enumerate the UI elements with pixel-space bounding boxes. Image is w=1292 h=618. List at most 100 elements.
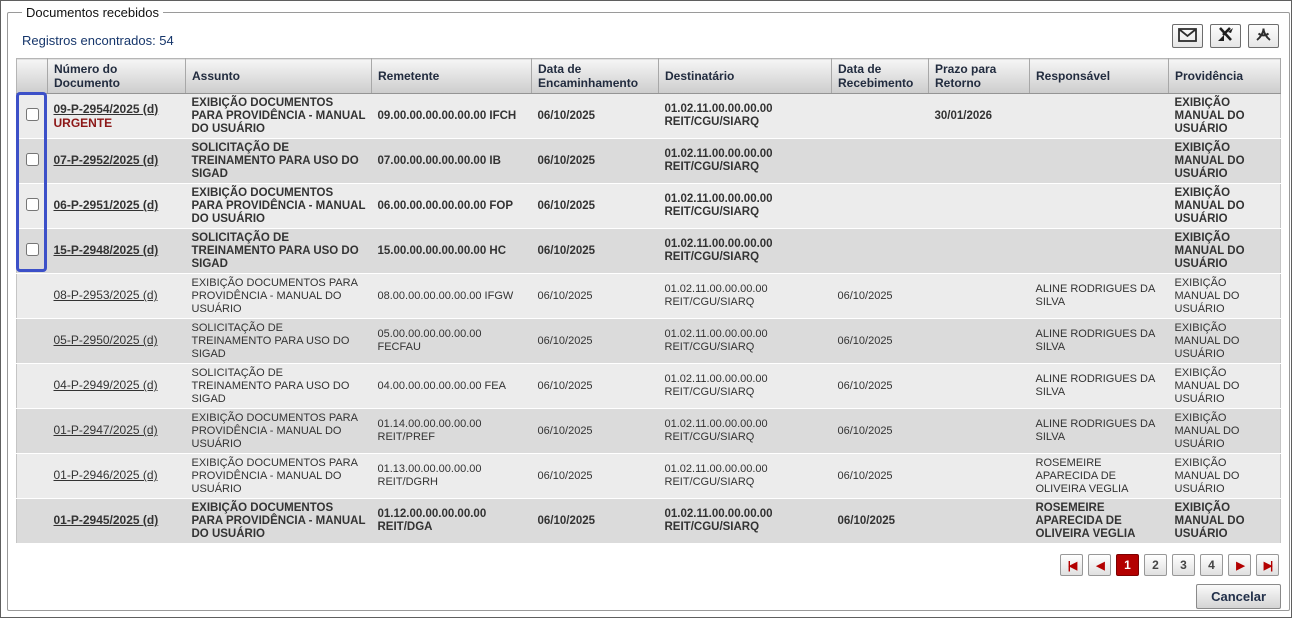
page-button-4[interactable]: 4 <box>1200 554 1223 576</box>
document-link[interactable]: 01-P-2945/2025 (d) <box>53 513 159 527</box>
panel-legend: Documentos recebidos <box>26 5 159 20</box>
previous-page-button[interactable]: ◀ <box>1088 554 1111 576</box>
responsible-cell: ALINE RODRIGUES DA SILVA <box>1029 273 1169 319</box>
subject-cell: EXIBIÇÃO DOCUMENTOS PARA PROVIDÊNCIA - M… <box>185 93 372 139</box>
first-page-button[interactable]: |◀ <box>1060 554 1083 576</box>
sender-cell: 06.00.00.00.00.00.00 FOP <box>371 183 532 229</box>
subject-cell: SOLICITAÇÃO DE TREINAMENTO PARA USO DO S… <box>185 228 372 274</box>
action-cell: EXIBIÇÃO MANUAL DO USUÁRIO <box>1168 363 1281 409</box>
table-row: 01-P-2946/2025 (d) EXIBIÇÃO DOCUMENTOS P… <box>16 453 1281 499</box>
pdf-export-button[interactable] <box>1248 24 1279 48</box>
sender-cell: 08.00.00.00.00.00.00 IFGW <box>371 273 532 319</box>
sender-cell: 05.00.00.00.00.00.00 FECFAU <box>371 318 532 364</box>
receipt-date-cell: 06/10/2025 <box>831 363 929 409</box>
subject-cell: SOLICITAÇÃO DE TREINAMENTO PARA USO DO S… <box>185 363 372 409</box>
table-row: 01-P-2945/2025 (d) EXIBIÇÃO DOCUMENTOS P… <box>16 498 1281 544</box>
receipt-date-cell: 06/10/2025 <box>831 453 929 499</box>
forward-date-cell: 06/10/2025 <box>531 498 659 544</box>
sender-cell: 09.00.00.00.00.00.00 IFCH <box>371 93 532 139</box>
receipt-date-cell: 06/10/2025 <box>831 498 929 544</box>
email-icon <box>1178 27 1197 45</box>
receipt-date-cell <box>831 93 929 139</box>
recipient-cell: 01.02.11.00.00.00.00 REIT/CGU/SIARQ <box>658 228 832 274</box>
table-row: 06-P-2951/2025 (d) EXIBIÇÃO DOCUMENTOS P… <box>16 183 1281 229</box>
row-checkbox[interactable] <box>25 152 39 166</box>
table-row: 05-P-2950/2025 (d) SOLICITAÇÃO DE TREINA… <box>16 318 1281 364</box>
forward-date-cell: 06/10/2025 <box>531 453 659 499</box>
recipient-cell: 01.02.11.00.00.00.00 REIT/CGU/SIARQ <box>658 93 832 139</box>
topbar: Registros encontrados: 54 <box>18 24 1279 48</box>
col-header-subject: Assunto <box>185 58 372 94</box>
action-cell: EXIBIÇÃO MANUAL DO USUÁRIO <box>1168 408 1281 454</box>
row-checkbox[interactable] <box>25 107 39 121</box>
table-body: 09-P-2954/2025 (d) URGENTE EXIBIÇÃO DOCU… <box>16 93 1281 544</box>
subject-cell: EXIBIÇÃO DOCUMENTOS PARA PROVIDÊNCIA - M… <box>185 498 372 544</box>
sender-cell: 04.00.00.00.00.00.00 FEA <box>371 363 532 409</box>
responsible-cell: ALINE RODRIGUES DA SILVA <box>1029 408 1169 454</box>
document-link[interactable]: 06-P-2951/2025 (d) <box>53 198 159 212</box>
document-link[interactable]: 05-P-2950/2025 (d) <box>53 333 158 347</box>
document-link[interactable]: 01-P-2947/2025 (d) <box>53 423 158 437</box>
page-button-1[interactable]: 1 <box>1116 554 1139 576</box>
document-link[interactable]: 08-P-2953/2025 (d) <box>53 288 158 302</box>
return-deadline-cell <box>928 498 1030 544</box>
table-row: 15-P-2948/2025 (d) SOLICITAÇÃO DE TREINA… <box>16 228 1281 274</box>
action-cell: EXIBIÇÃO MANUAL DO USUÁRIO <box>1168 228 1281 274</box>
documents-received-panel: Documentos recebidos Registros encontrad… <box>7 5 1290 611</box>
document-link[interactable]: 07-P-2952/2025 (d) <box>53 153 159 167</box>
recipient-cell: 01.02.11.00.00.00.00 REIT/CGU/SIARQ <box>658 318 832 364</box>
document-link[interactable]: 01-P-2946/2025 (d) <box>53 468 158 482</box>
col-header-recipient: Destinatário <box>658 58 832 94</box>
next-page-button[interactable]: ▶ <box>1228 554 1251 576</box>
cancel-button[interactable]: Cancelar <box>1196 584 1281 609</box>
page-button-3[interactable]: 3 <box>1172 554 1195 576</box>
action-cell: EXIBIÇÃO MANUAL DO USUÁRIO <box>1168 498 1281 544</box>
document-link[interactable]: 09-P-2954/2025 (d) <box>53 101 159 116</box>
return-deadline-cell: 30/01/2026 <box>928 93 1030 139</box>
last-page-button[interactable]: ▶| <box>1256 554 1279 576</box>
page-button-2[interactable]: 2 <box>1144 554 1167 576</box>
receipt-date-cell: 06/10/2025 <box>831 318 929 364</box>
subject-cell: EXIBIÇÃO DOCUMENTOS PARA PROVIDÊNCIA - M… <box>185 408 372 454</box>
forward-date-cell: 06/10/2025 <box>531 273 659 319</box>
subject-cell: SOLICITAÇÃO DE TREINAMENTO PARA USO DO S… <box>185 138 372 184</box>
table-row: 01-P-2947/2025 (d) EXIBIÇÃO DOCUMENTOS P… <box>16 408 1281 454</box>
export-toolbar <box>1172 24 1279 48</box>
return-deadline-cell <box>928 408 1030 454</box>
subject-cell: EXIBIÇÃO DOCUMENTOS PARA PROVIDÊNCIA - M… <box>185 453 372 499</box>
subject-cell: EXIBIÇÃO DOCUMENTOS PARA PROVIDÊNCIA - M… <box>185 273 372 319</box>
email-button[interactable] <box>1172 24 1203 48</box>
recipient-cell: 01.02.11.00.00.00.00 REIT/CGU/SIARQ <box>658 453 832 499</box>
return-deadline-cell <box>928 183 1030 229</box>
row-checkbox[interactable] <box>25 197 39 211</box>
forward-date-cell: 06/10/2025 <box>531 138 659 184</box>
forward-date-cell: 06/10/2025 <box>531 363 659 409</box>
responsible-cell <box>1029 183 1169 229</box>
documents-table-wrap: Número do Documento Assunto Remetente Da… <box>16 58 1281 544</box>
receipt-date-cell <box>831 183 929 229</box>
table-row: 08-P-2953/2025 (d) EXIBIÇÃO DOCUMENTOS P… <box>16 273 1281 319</box>
document-link[interactable]: 04-P-2949/2025 (d) <box>53 378 158 392</box>
action-cell: EXIBIÇÃO MANUAL DO USUÁRIO <box>1168 318 1281 364</box>
document-link[interactable]: 15-P-2948/2025 (d) <box>53 243 159 257</box>
recipient-cell: 01.02.11.00.00.00.00 REIT/CGU/SIARQ <box>658 273 832 319</box>
documents-table: Número do Documento Assunto Remetente Da… <box>16 58 1281 544</box>
subject-cell: SOLICITAÇÃO DE TREINAMENTO PARA USO DO S… <box>185 318 372 364</box>
row-checkbox[interactable] <box>25 242 39 256</box>
subject-cell: EXIBIÇÃO DOCUMENTOS PARA PROVIDÊNCIA - M… <box>185 183 372 229</box>
responsible-cell <box>1029 93 1169 139</box>
responsible-cell: ROSEMEIRE APARECIDA DE OLIVEIRA VEGLIA <box>1029 498 1169 544</box>
recipient-cell: 01.02.11.00.00.00.00 REIT/CGU/SIARQ <box>658 498 832 544</box>
table-header-row: Número do Documento Assunto Remetente Da… <box>16 58 1281 94</box>
col-header-action: Providência <box>1168 58 1281 94</box>
excel-export-icon <box>1217 27 1234 45</box>
receipt-date-cell <box>831 228 929 274</box>
col-header-sender: Remetente <box>371 58 532 94</box>
return-deadline-cell <box>928 453 1030 499</box>
sender-cell: 01.12.00.00.00.00.00 REIT/DGA <box>371 498 532 544</box>
excel-export-button[interactable] <box>1210 24 1241 48</box>
sender-cell: 01.14.00.00.00.00.00 REIT/PREF <box>371 408 532 454</box>
col-header-responsible: Responsável <box>1029 58 1169 94</box>
